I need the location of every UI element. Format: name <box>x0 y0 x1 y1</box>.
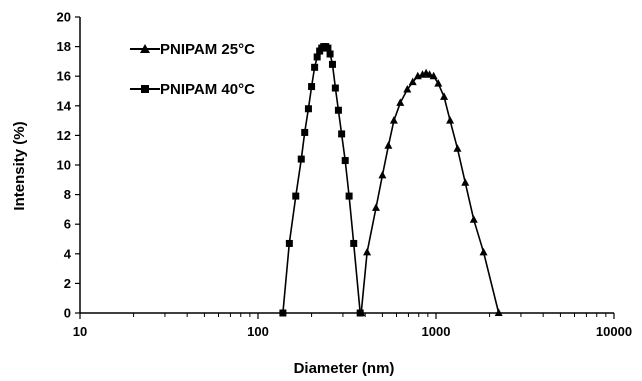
data-point <box>345 192 353 200</box>
data-point <box>338 130 346 138</box>
y-tick-label: 4 <box>64 246 72 261</box>
data-point <box>301 128 309 136</box>
data-point <box>446 116 455 124</box>
data-point <box>371 203 380 211</box>
y-tick-label: 2 <box>64 276 71 291</box>
data-point <box>279 309 287 317</box>
data-point <box>324 44 332 52</box>
data-point <box>389 116 398 124</box>
data-point <box>356 309 364 317</box>
y-tick-label: 14 <box>57 98 72 113</box>
y-tick-label: 6 <box>64 217 71 232</box>
y-axis-title: Intensity (%) <box>11 121 28 210</box>
data-point <box>285 239 293 247</box>
data-point <box>494 308 503 316</box>
legend-entry-2: PNIPAM 40°C <box>130 81 255 98</box>
data-point <box>384 141 393 149</box>
x-axis-title: Diameter (nm) <box>294 360 395 377</box>
x-tick-label: 10000 <box>596 324 632 339</box>
y-tick-label: 0 <box>64 306 71 321</box>
legend-marker-1 <box>140 44 150 53</box>
data-point <box>363 247 372 256</box>
data-point <box>334 106 342 114</box>
y-tick-label: 12 <box>57 128 71 143</box>
series-2 <box>279 43 364 317</box>
series-line-1 <box>360 72 500 314</box>
data-point <box>350 239 358 247</box>
series-line-2 <box>282 45 361 314</box>
legend-marker-2 <box>141 85 149 93</box>
data-point <box>304 105 312 113</box>
data-point <box>396 98 405 106</box>
y-tick-label: 10 <box>57 158 71 173</box>
data-point <box>429 71 438 80</box>
series-layer <box>279 43 503 317</box>
data-point <box>403 85 412 93</box>
data-point <box>308 83 316 91</box>
data-point <box>408 77 417 86</box>
x-tick-label: 10 <box>73 324 87 339</box>
data-point <box>313 53 321 61</box>
legend-entry-1: PNIPAM 25°C <box>130 41 255 58</box>
x-tick-label: 1000 <box>422 324 451 339</box>
series-1 <box>357 68 503 316</box>
y-tick-label: 18 <box>57 39 71 54</box>
data-point <box>297 155 305 163</box>
axes: 0 2 4 6 8 10 12 14 16 18 20 10 100 1000 10000 <box>57 10 633 340</box>
y-tick-label: 20 <box>57 10 71 25</box>
data-point <box>469 215 478 223</box>
y-tick-label: 8 <box>64 187 71 202</box>
data-point <box>326 50 334 58</box>
data-point <box>328 60 336 68</box>
x-tick-label: 100 <box>247 324 269 339</box>
y-tick-label: 16 <box>57 69 71 84</box>
legend: PNIPAM 25°C PNIPAM 40°C <box>130 41 255 98</box>
data-point <box>453 144 462 152</box>
data-point <box>434 79 443 87</box>
data-point <box>311 63 319 71</box>
data-point <box>440 92 449 100</box>
data-point <box>479 247 488 256</box>
data-point <box>461 178 470 186</box>
legend-label-1: PNIPAM 25°C <box>160 41 255 58</box>
legend-label-2: PNIPAM 40°C <box>160 81 255 98</box>
data-point <box>331 84 339 92</box>
data-point <box>341 157 349 165</box>
data-point <box>292 192 300 200</box>
data-point <box>378 170 387 179</box>
